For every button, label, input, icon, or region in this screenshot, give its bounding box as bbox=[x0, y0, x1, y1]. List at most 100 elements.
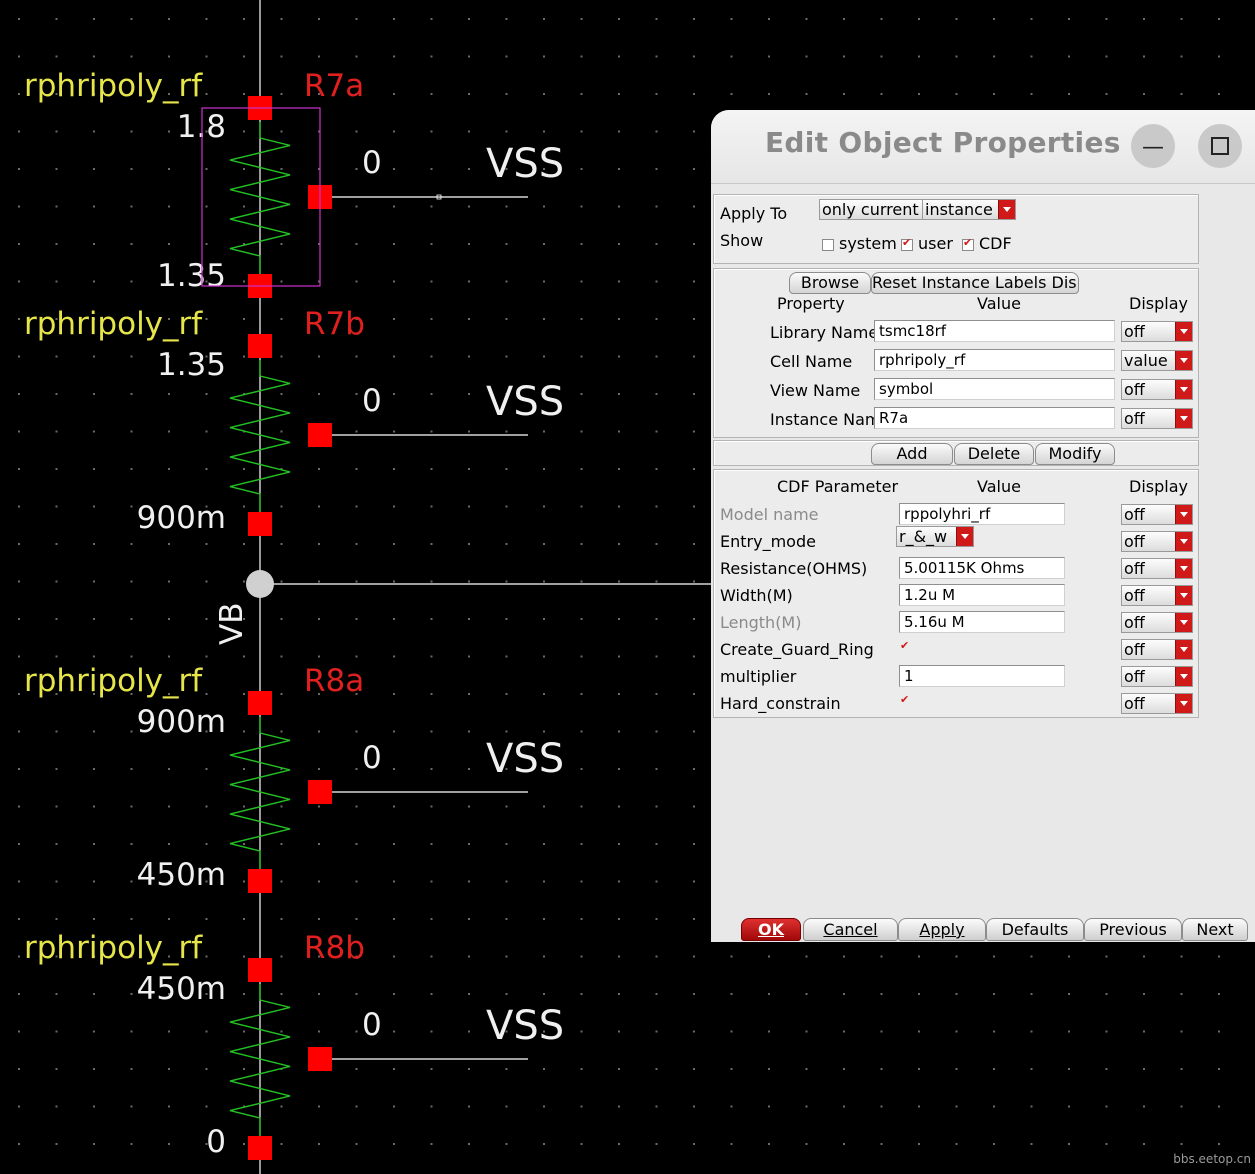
browse-button[interactable]: Browse bbox=[789, 272, 871, 294]
property-label: Cell Name bbox=[770, 352, 853, 371]
resistor-symbol bbox=[229, 122, 291, 274]
dialog-titlebar[interactable]: Edit Object Properties — bbox=[711, 110, 1255, 184]
cdf-display-value: off bbox=[1124, 667, 1145, 686]
cdf-checkbox[interactable] bbox=[900, 639, 910, 653]
property-value-field[interactable]: tsmc18rf bbox=[874, 320, 1115, 342]
show-system-checkbox[interactable] bbox=[822, 239, 834, 251]
properties-section: Browse Reset Instance Labels Display Pro… bbox=[713, 268, 1199, 438]
delete-button[interactable]: Delete bbox=[954, 443, 1034, 465]
ok-button[interactable]: OK bbox=[741, 918, 801, 941]
apply-to-scope-select[interactable]: only current bbox=[819, 199, 923, 220]
chevron-down-icon bbox=[1175, 351, 1192, 370]
chevron-down-icon bbox=[1175, 505, 1192, 524]
chevron-down-icon bbox=[1175, 640, 1192, 659]
instance-name-label: R8b bbox=[304, 930, 365, 966]
cdf-display-select[interactable]: off bbox=[1121, 504, 1193, 525]
cdf-display-select[interactable]: off bbox=[1121, 612, 1193, 633]
add-button[interactable]: Add bbox=[871, 443, 953, 465]
selection-handle bbox=[436, 194, 442, 200]
cdf-display-select[interactable]: off bbox=[1121, 585, 1193, 606]
maximize-button[interactable] bbox=[1198, 124, 1242, 168]
next-button[interactable]: Next bbox=[1182, 918, 1248, 941]
node-voltage-bottom: 0 bbox=[206, 1124, 226, 1160]
cdf-display-select[interactable]: off bbox=[1121, 639, 1193, 660]
node-voltage-bottom: 900m bbox=[137, 500, 226, 536]
property-value-field[interactable]: rphripoly_rf bbox=[874, 349, 1115, 371]
apply-to-scope-value: only current bbox=[822, 200, 919, 219]
defaults-button[interactable]: Defaults bbox=[986, 918, 1084, 941]
pin-bottom bbox=[248, 1136, 272, 1160]
pin-bottom bbox=[248, 869, 272, 893]
pin-top bbox=[248, 958, 272, 982]
node-voltage-bottom: 450m bbox=[137, 857, 226, 893]
chevron-down-icon bbox=[1175, 409, 1192, 428]
cdf-value-field[interactable]: 5.16u M bbox=[899, 611, 1065, 633]
property-label: Instance Nam bbox=[770, 410, 881, 429]
cdf-display-select[interactable]: off bbox=[1121, 693, 1193, 714]
resistor-symbol bbox=[229, 360, 291, 512]
instance-name-label: R8a bbox=[304, 663, 364, 699]
apply-to-type-select[interactable]: instance bbox=[922, 199, 1016, 220]
cdf-display-value: off bbox=[1124, 640, 1145, 659]
property-value-field[interactable]: symbol bbox=[874, 378, 1115, 400]
cdf-param-label: Model name bbox=[720, 505, 819, 524]
chevron-down-icon bbox=[1175, 694, 1192, 713]
show-system-label: system bbox=[839, 234, 897, 253]
property-display-select[interactable]: off bbox=[1121, 379, 1193, 400]
chevron-down-icon bbox=[998, 200, 1015, 219]
property-display-value: off bbox=[1124, 409, 1145, 428]
cdf-param-label: Create_Guard_Ring bbox=[720, 640, 874, 659]
chevron-down-icon bbox=[1175, 586, 1192, 605]
chevron-down-icon bbox=[1175, 613, 1192, 632]
show-label: Show bbox=[720, 231, 764, 250]
cdf-param-label: Hard_constrain bbox=[720, 694, 841, 713]
cdf-display-value: off bbox=[1124, 613, 1145, 632]
cdf-checkbox[interactable] bbox=[900, 693, 910, 707]
modify-button[interactable]: Modify bbox=[1035, 443, 1115, 465]
cdf-value-field[interactable]: 1 bbox=[899, 665, 1065, 687]
chevron-down-icon bbox=[1175, 559, 1192, 578]
cdf-value-field[interactable]: 5.00115K Ohms bbox=[899, 557, 1065, 579]
apply-button[interactable]: Apply bbox=[898, 918, 986, 941]
cdf-value-select[interactable]: r_&_w bbox=[896, 526, 974, 547]
show-cdf-checkbox[interactable] bbox=[962, 236, 974, 251]
minimize-button[interactable]: — bbox=[1131, 124, 1175, 168]
edit-object-properties-dialog: Edit Object Properties — Apply To only c… bbox=[711, 110, 1255, 942]
cancel-button[interactable]: Cancel bbox=[803, 918, 898, 941]
cdf-value-column-header: Value bbox=[977, 477, 1021, 496]
maximize-icon bbox=[1211, 137, 1229, 155]
dialog-title: Edit Object Properties bbox=[765, 126, 1121, 159]
cdf-display-select[interactable]: off bbox=[1121, 666, 1193, 687]
show-user-checkbox[interactable] bbox=[901, 236, 913, 251]
instance-name-label: R7a bbox=[304, 68, 364, 104]
property-label: View Name bbox=[770, 381, 861, 400]
property-value-field[interactable]: R7a bbox=[874, 407, 1115, 429]
vb-node bbox=[246, 570, 274, 598]
action-row: Add Delete Modify bbox=[713, 440, 1199, 466]
property-display-select[interactable]: value bbox=[1121, 350, 1193, 371]
cdf-param-label: Length(M) bbox=[720, 613, 802, 632]
property-display-select[interactable]: off bbox=[1121, 321, 1193, 342]
net-label: VSS bbox=[486, 141, 564, 187]
cdf-value-field[interactable]: 1.2u M bbox=[899, 584, 1065, 606]
property-display-value: off bbox=[1124, 322, 1145, 341]
node-voltage-sub: 0 bbox=[362, 145, 382, 181]
property-display-value: off bbox=[1124, 380, 1145, 399]
chevron-down-icon bbox=[956, 527, 973, 546]
resistor-symbol bbox=[229, 984, 291, 1136]
cdf-value-field[interactable]: rppolyhri_rf bbox=[899, 503, 1065, 525]
reset-labels-button[interactable]: Reset Instance Labels Display bbox=[871, 272, 1079, 294]
show-cdf-label: CDF bbox=[979, 234, 1012, 253]
value-column-header: Value bbox=[977, 294, 1021, 313]
vb-net-label: VB bbox=[214, 603, 250, 645]
cdf-display-select[interactable]: off bbox=[1121, 558, 1193, 579]
watermark: bbs.eetop.cn bbox=[1173, 1152, 1251, 1166]
property-column-header: Property bbox=[777, 294, 845, 313]
resistor-symbol bbox=[229, 717, 291, 869]
cdf-display-select[interactable]: off bbox=[1121, 531, 1193, 552]
cell-name-label: rphripoly_rf bbox=[24, 68, 203, 104]
previous-button[interactable]: Previous bbox=[1084, 918, 1182, 941]
node-voltage-top: 1.8 bbox=[177, 109, 226, 145]
pin-bottom bbox=[248, 512, 272, 536]
property-display-select[interactable]: off bbox=[1121, 408, 1193, 429]
